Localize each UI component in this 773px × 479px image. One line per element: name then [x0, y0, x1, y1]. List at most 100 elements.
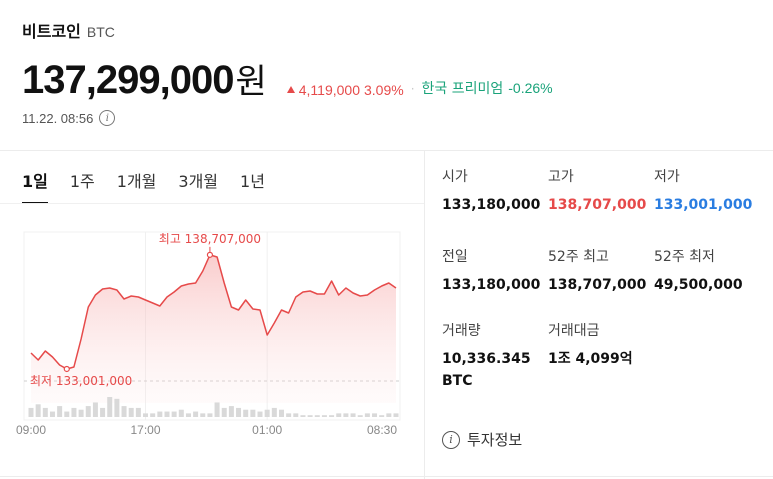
volume-bar	[35, 404, 41, 417]
stat-label: 거래량	[442, 323, 481, 339]
stat-trade-amount: 거래대금 1조 4,099억	[548, 320, 658, 370]
stat-value: 49,500,000	[654, 277, 743, 293]
volume-bar	[286, 413, 292, 417]
volume-bar	[336, 413, 342, 417]
invest-info-link[interactable]: i 투자정보	[442, 429, 522, 450]
volume-bar	[264, 409, 270, 417]
volume-bar	[357, 415, 363, 417]
tab-1-year[interactable]: 1년	[240, 172, 265, 191]
coin-ticker: BTC	[86, 24, 115, 40]
stat-low: 저가 133,001,000	[654, 166, 764, 216]
stat-52-week-low: 52주 최저 49,500,000	[654, 246, 764, 296]
stat-value: 133,180,000	[442, 277, 541, 293]
x-tick-label: 09:00	[16, 423, 46, 437]
stat-value: 133,001,000	[654, 197, 753, 213]
volume-bar	[200, 413, 206, 417]
stat-high: 고가 138,707,000	[548, 166, 658, 216]
stat-label: 거래대금	[548, 323, 600, 339]
stat-label: 저가	[654, 169, 680, 185]
volume-bar	[128, 407, 134, 417]
volume-bar	[278, 409, 284, 417]
stat-open: 시가 133,180,000	[442, 166, 552, 216]
stat-value: 1조 4,099억	[548, 351, 633, 367]
change-amount: 4,119,000	[298, 81, 360, 98]
volume-bar	[171, 411, 177, 417]
price-row: 137,299,000 원 4,119,000 3.09% · 한국 프리미엄 …	[22, 54, 553, 103]
volume-bar	[107, 397, 113, 417]
volume-bar	[214, 402, 220, 417]
stat-volume: 거래량 10,336.345 BTC	[442, 320, 542, 392]
tab-1-month[interactable]: 1개월	[116, 172, 157, 191]
premium-value: -0.26%	[508, 80, 553, 96]
volume-bar	[135, 407, 141, 417]
price-line	[30, 254, 397, 370]
volume-bar	[92, 402, 98, 417]
volume-bar	[314, 415, 320, 417]
current-price: 137,299,000	[22, 58, 234, 102]
coin-name: 비트코인	[22, 22, 81, 41]
price-unit: 원	[235, 62, 267, 102]
invest-info-label: 투자정보	[467, 431, 523, 449]
price-chart[interactable]: 최고 138,707,000 최저 133,001,000 09:00 17:0…	[0, 210, 424, 440]
volume-bar	[207, 413, 213, 417]
stat-label: 고가	[548, 169, 574, 185]
info-icon: i	[442, 430, 460, 449]
x-tick-label: 17:00	[130, 423, 160, 437]
volume-bar	[157, 411, 163, 417]
volume-bar	[329, 415, 335, 417]
separator-dot: ·	[410, 82, 415, 96]
timestamp-row: 11.22. 08:56 i	[22, 110, 116, 126]
stat-label: 전일	[442, 249, 468, 265]
stat-value: 138,707,000	[548, 277, 647, 293]
stat-52-week-high: 52주 최고 138,707,000	[548, 246, 658, 296]
stat-label: 시가	[442, 169, 468, 185]
volume-bar	[185, 413, 191, 417]
timestamp: 11.22. 08:56	[22, 110, 94, 126]
volume-bar	[350, 413, 356, 417]
volume-bar	[193, 411, 199, 417]
volume-bar	[379, 415, 385, 417]
volume-bar	[250, 409, 256, 417]
volume-bar	[271, 407, 277, 417]
volume-bar	[28, 407, 34, 417]
volume-bar	[228, 406, 234, 417]
volume-bar	[49, 411, 55, 417]
stat-previous-close: 전일 133,180,000	[442, 246, 552, 296]
volume-bar	[121, 406, 127, 417]
volume-bar	[85, 406, 91, 417]
info-icon[interactable]: i	[99, 110, 116, 126]
tab-1-week[interactable]: 1주	[69, 172, 95, 191]
high-marker	[206, 251, 214, 258]
volume-bar	[386, 413, 392, 417]
volume-bar	[343, 413, 349, 417]
volume-bar	[300, 415, 306, 417]
volume-bar	[78, 409, 84, 417]
volume-bar	[64, 411, 70, 417]
volume-bar	[372, 413, 378, 417]
premium-label: 한국 프리미엄	[421, 81, 504, 97]
tab-3-months[interactable]: 3개월	[178, 172, 219, 191]
coin-name-row: 비트코인 BTC	[22, 18, 115, 42]
divider-bottom	[0, 476, 773, 477]
volume-bar	[307, 415, 313, 417]
divider-vertical	[424, 151, 425, 479]
volume-bar	[178, 409, 184, 417]
stat-value: 138,707,000	[548, 197, 647, 213]
volume-bar	[100, 407, 106, 417]
low-marker	[63, 365, 70, 373]
tab-1-day[interactable]: 1일	[22, 168, 48, 204]
volume-bar	[71, 407, 77, 417]
chart-low-label: 최저 133,001,000	[30, 374, 132, 388]
x-tick-label: 01:00	[252, 423, 282, 437]
tabs-underline	[0, 203, 424, 204]
volume-bar	[57, 406, 63, 417]
divider	[0, 150, 773, 151]
price-change: 4,119,000 3.09%	[286, 81, 404, 98]
volume-bar	[321, 415, 327, 417]
volume-bar	[164, 411, 170, 417]
volume-bar	[42, 407, 48, 417]
volume-bar	[243, 409, 249, 417]
volume-bar	[114, 398, 120, 417]
volume-bar	[293, 413, 299, 417]
change-percent: 3.09%	[363, 81, 404, 98]
